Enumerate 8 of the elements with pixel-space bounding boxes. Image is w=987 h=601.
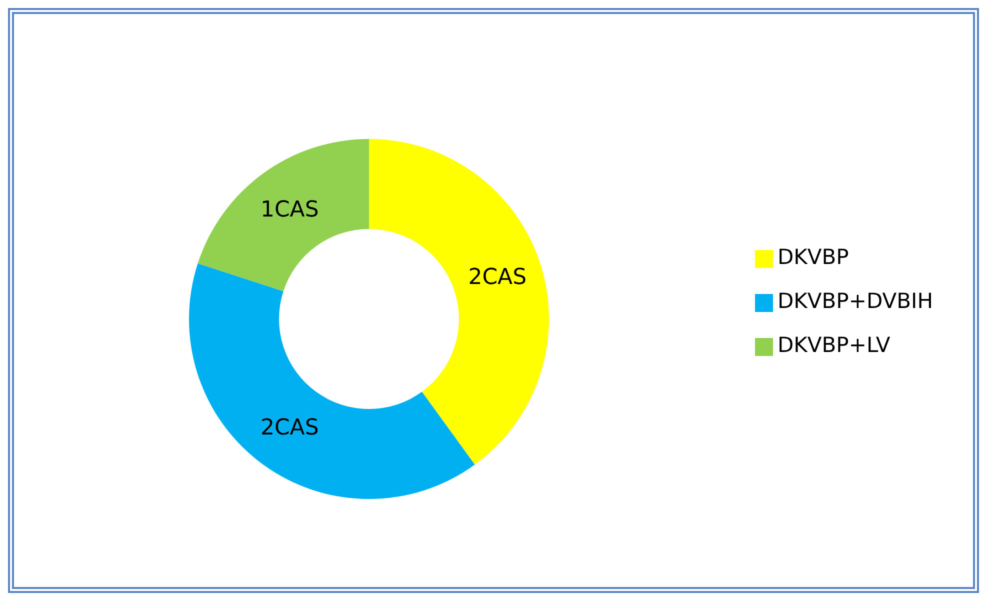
donut-slice	[198, 139, 369, 292]
legend-label: DKVBP+LV	[777, 332, 890, 356]
data-label: 2CAS	[260, 416, 319, 441]
legend-label: DKVBP+DVBIH	[777, 288, 933, 312]
data-label: 2CAS	[468, 264, 527, 290]
legend-label: DKVBP	[777, 244, 849, 268]
data-label: 1CAS	[260, 197, 319, 222]
donut-slice	[369, 139, 549, 465]
